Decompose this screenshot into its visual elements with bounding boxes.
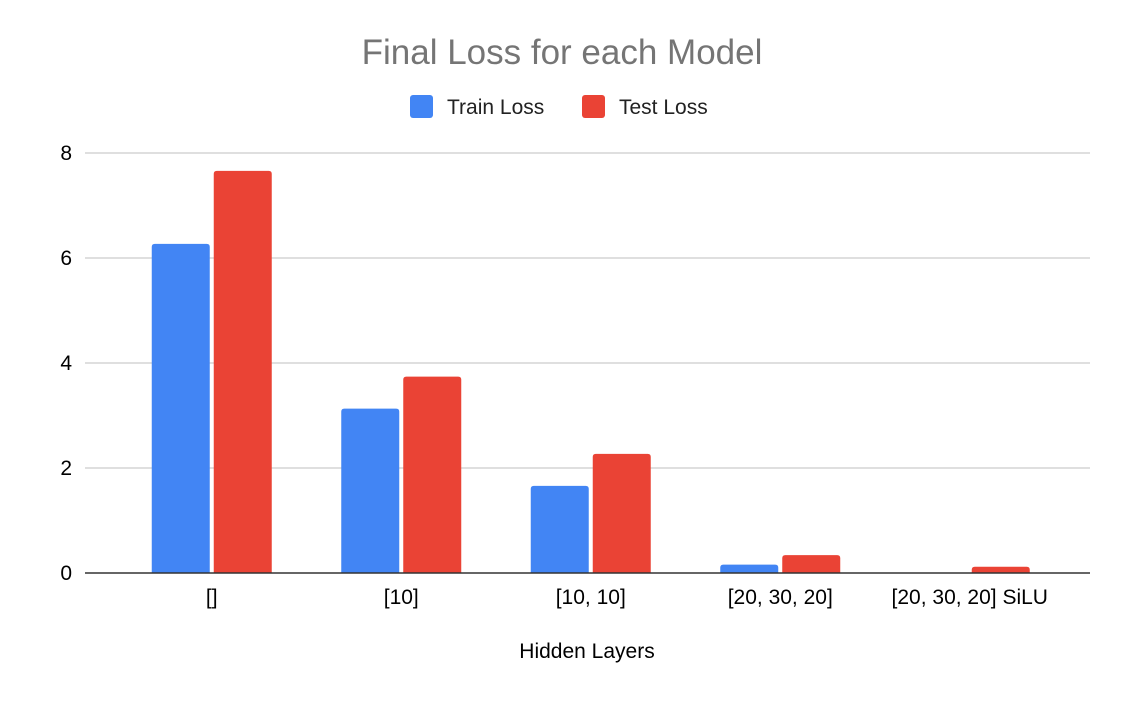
y-tick-label: 6 — [60, 247, 72, 270]
x-tick-label: [20, 30, 20] — [728, 586, 833, 609]
y-tick-label: 0 — [60, 562, 72, 585]
bar-test-loss — [213, 170, 272, 573]
legend-label: Test Loss — [619, 96, 708, 119]
x-tick-label: [20, 30, 20] SiLU — [892, 586, 1048, 609]
x-tick-label: [10] — [384, 586, 419, 609]
y-tick-label: 2 — [60, 457, 72, 480]
bar-train-loss — [341, 408, 400, 573]
x-axis-tick-labels: [] [10] [10, 10] [20, 30, 20] [20, 30, 20] S… — [206, 586, 1048, 609]
bars — [85, 170, 1090, 574]
chart-title: Final Loss for each Model — [362, 33, 763, 72]
bar-train-loss — [151, 243, 210, 573]
legend: Train Loss Test Loss — [410, 95, 708, 119]
x-axis-label: Hidden Layers — [519, 640, 654, 663]
legend-swatch — [582, 95, 605, 118]
y-tick-label: 8 — [60, 142, 72, 165]
bar-test-loss — [971, 566, 1030, 573]
bar-test-loss — [403, 376, 462, 573]
legend-swatch — [410, 95, 433, 118]
y-axis-tick-labels: 0 2 4 6 8 — [60, 142, 72, 585]
bar-test-loss — [592, 453, 651, 573]
x-tick-label: [] — [206, 586, 218, 609]
bar-test-loss — [782, 555, 841, 573]
x-tick-label: [10, 10] — [556, 586, 626, 609]
bar-train-loss — [530, 485, 589, 573]
bar-train-loss — [720, 564, 779, 573]
y-tick-label: 4 — [60, 352, 72, 375]
legend-label: Train Loss — [447, 96, 544, 119]
